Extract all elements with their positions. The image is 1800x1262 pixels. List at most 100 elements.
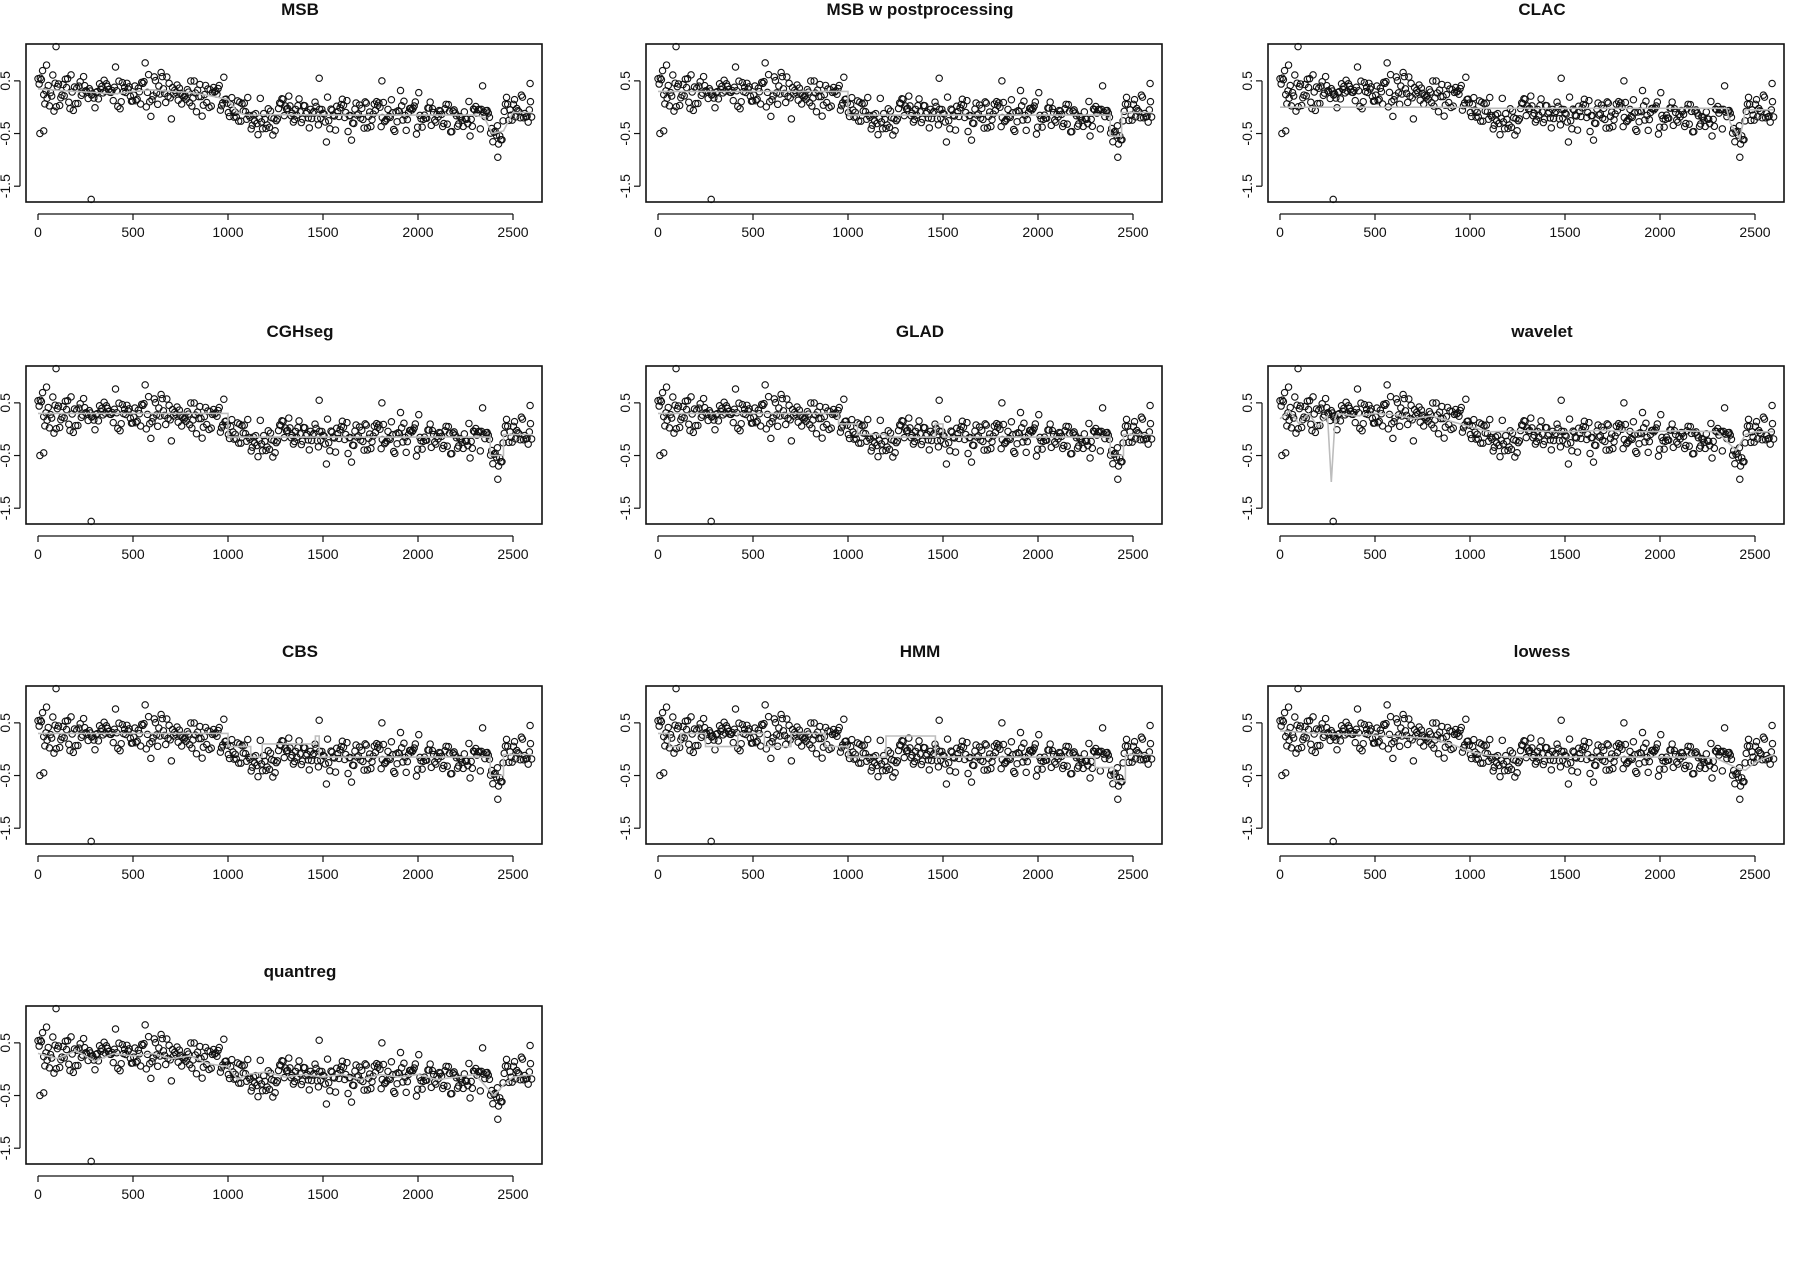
- data-point: [1389, 434, 1397, 443]
- data-point: [220, 73, 228, 81]
- data-point: [55, 101, 64, 110]
- data-point: [332, 424, 341, 432]
- data-point: [1289, 92, 1298, 100]
- data-point: [514, 107, 522, 115]
- data-point: [1297, 743, 1306, 752]
- data-point: [42, 1023, 51, 1031]
- data-point: [1653, 740, 1662, 748]
- data-point: [116, 747, 124, 755]
- data-point: [1119, 759, 1127, 767]
- data-point: [207, 1064, 216, 1072]
- data-point: [322, 780, 331, 788]
- x-tick-label: 2500: [1739, 224, 1770, 240]
- data-point: [415, 410, 423, 419]
- data-point: [440, 441, 448, 450]
- x-tick-label: 2500: [1117, 546, 1148, 562]
- y-tick-label: -0.5: [0, 121, 13, 145]
- data-point: [120, 725, 129, 734]
- data-point: [772, 89, 781, 97]
- data-point: [952, 102, 961, 110]
- data-point: [223, 1061, 231, 1069]
- data-point: [1432, 77, 1440, 85]
- y-tick-label: -0.5: [617, 443, 633, 467]
- data-point: [493, 122, 502, 130]
- data-point: [1500, 767, 1509, 775]
- data-point: [494, 475, 502, 483]
- data-point: [524, 118, 532, 126]
- data-point: [167, 437, 176, 445]
- data-point: [36, 716, 45, 724]
- data-point: [672, 102, 680, 111]
- data-point: [978, 104, 986, 113]
- data-point: [1766, 118, 1774, 126]
- data-point: [71, 1061, 80, 1070]
- data-point: [1121, 100, 1130, 108]
- data-point: [1367, 405, 1375, 413]
- data-point: [944, 439, 953, 447]
- data-point: [377, 764, 385, 773]
- data-point: [942, 780, 951, 788]
- data-point: [1011, 769, 1019, 778]
- data-point: [1566, 117, 1575, 125]
- data-point: [808, 102, 816, 110]
- data-point: [79, 72, 88, 81]
- x-tick-label: 2000: [1022, 546, 1053, 562]
- data-point: [271, 1089, 279, 1097]
- data-point: [397, 743, 406, 752]
- data-point: [1354, 86, 1363, 95]
- y-tick-label: -1.5: [1239, 496, 1255, 520]
- data-point: [1017, 101, 1026, 110]
- data-point: [675, 101, 684, 110]
- data-point: [1144, 118, 1152, 126]
- data-point: [408, 428, 416, 436]
- data-point: [1458, 428, 1467, 436]
- data-point: [1288, 410, 1297, 419]
- data-point: [1381, 721, 1389, 730]
- data-point: [827, 424, 836, 432]
- data-point: [418, 1085, 426, 1093]
- data-point: [1642, 739, 1650, 748]
- data-point: [1604, 99, 1613, 107]
- data-point: [1060, 761, 1068, 770]
- data-point: [1016, 408, 1025, 417]
- data-point: [695, 82, 703, 90]
- data-point: [397, 1063, 406, 1072]
- data-point: [526, 1059, 535, 1068]
- data-point: [244, 1055, 252, 1064]
- data-point: [462, 437, 471, 445]
- data-point: [1474, 113, 1483, 121]
- data-point: [998, 77, 1006, 85]
- data-point: [1098, 404, 1107, 412]
- data-point: [1682, 119, 1690, 128]
- data-point: [502, 415, 511, 424]
- data-point: [343, 418, 351, 427]
- data-point: [1087, 437, 1095, 446]
- data-point: [1417, 726, 1426, 734]
- data-point: [254, 772, 262, 781]
- data-point: [263, 121, 271, 129]
- chart-title: GLAD: [895, 322, 945, 341]
- data-point: [756, 100, 765, 108]
- data-point: [1389, 754, 1397, 763]
- data-point: [1294, 684, 1302, 693]
- data-point: [234, 117, 243, 125]
- data-point: [1351, 418, 1359, 427]
- data-point: [1736, 795, 1744, 803]
- data-point: [265, 1085, 274, 1094]
- data-point: [963, 418, 971, 427]
- data-point: [910, 757, 919, 766]
- data-point: [1389, 112, 1397, 121]
- data-point: [50, 749, 58, 757]
- data-point: [526, 1041, 534, 1050]
- data-point: [1577, 434, 1585, 443]
- data-point: [1360, 400, 1369, 409]
- data-point: [1409, 115, 1418, 123]
- data-point: [426, 1060, 434, 1068]
- data-point: [39, 127, 48, 135]
- data-point: [942, 460, 951, 468]
- data-point: [1726, 751, 1735, 759]
- data-point: [510, 417, 519, 426]
- data-point: [498, 1098, 506, 1106]
- data-point: [860, 421, 869, 429]
- data-point: [358, 1066, 366, 1075]
